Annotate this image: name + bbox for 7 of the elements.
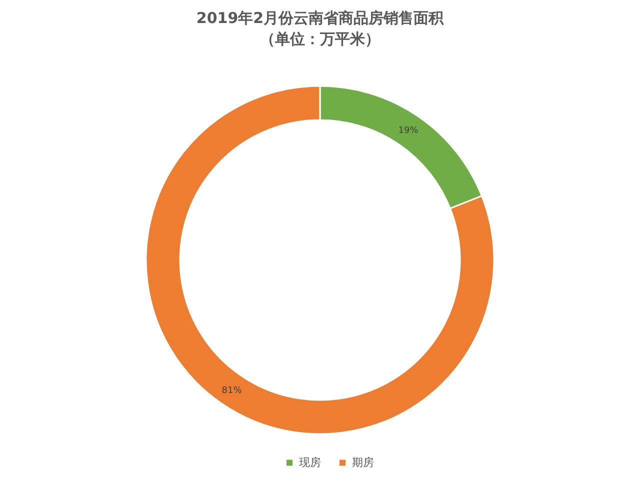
donut-slice xyxy=(145,85,495,435)
legend-label: 期房 xyxy=(352,456,374,469)
chart-subtitle: （单位：万平米） xyxy=(260,30,380,48)
legend-label: 现房 xyxy=(299,456,321,469)
chart-title: 2019年2月份云南省商品房销售面积 xyxy=(196,9,445,27)
data-label: 19% xyxy=(398,126,419,136)
data-label: 81% xyxy=(222,386,242,396)
